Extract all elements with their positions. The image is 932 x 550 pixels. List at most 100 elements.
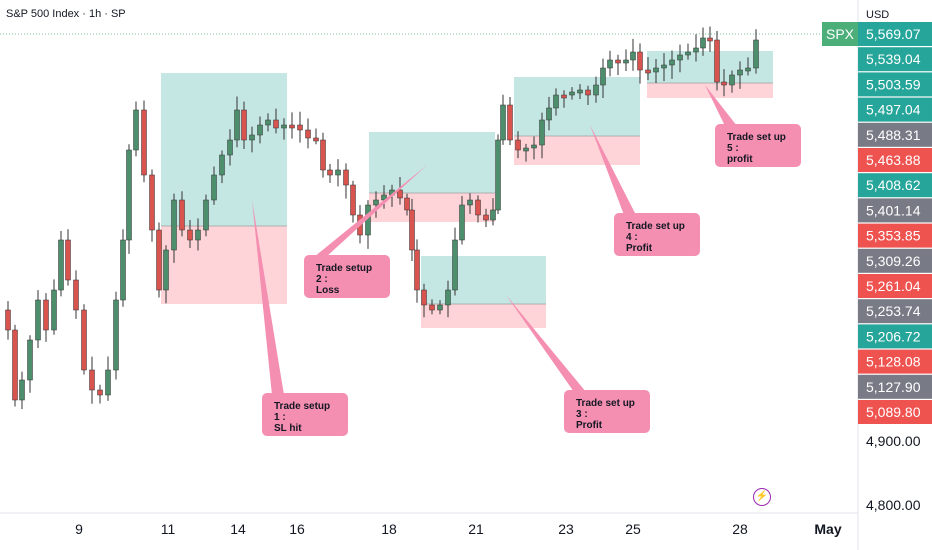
candle-body (753, 39, 759, 69)
candle-body (297, 124, 303, 131)
candle-body (745, 67, 751, 72)
price-label: 5,401.14 (858, 198, 932, 223)
candle-body (163, 249, 169, 291)
candle-body (531, 144, 537, 149)
annotation-line: profit (727, 154, 753, 165)
annotation-line: Trade set up 5 : (727, 132, 786, 154)
profit-zone-3 (421, 256, 546, 304)
candle-body (234, 109, 240, 141)
candle-body (81, 309, 87, 371)
annotation-trade-setup-2[interactable]: Trade setup 2 : Loss (304, 255, 390, 298)
candle-body (343, 169, 349, 186)
candle-body (126, 149, 132, 241)
chart-title: S&P 500 Index · 1h · SP (6, 8, 126, 20)
price-label-text: 5,089.80 (866, 404, 921, 420)
candle-body (5, 309, 11, 331)
candle-body (607, 59, 613, 69)
candle-body (404, 197, 410, 211)
candle-body (475, 199, 481, 216)
candle-body (350, 184, 356, 216)
candle-body (35, 299, 41, 341)
candle-body (120, 239, 126, 301)
candle-body (327, 169, 333, 176)
price-label-bg (858, 400, 932, 424)
price-label: 5,539.04 (858, 47, 932, 72)
candle-body (187, 229, 193, 241)
candle-body (113, 299, 119, 371)
x-tick-label: 14 (230, 521, 246, 537)
profit-zone-5 (647, 51, 773, 83)
candle-body (507, 104, 513, 141)
candle-body (546, 107, 552, 121)
candle-body (653, 67, 659, 73)
annotation-pointer-2 (314, 165, 427, 257)
candle-body (445, 289, 451, 306)
price-label-text: 5,408.62 (866, 177, 921, 193)
candle-body (569, 91, 575, 96)
x-tick-label: May (814, 521, 841, 537)
annotation-trade-setup-3[interactable]: Trade set up 3 : Profit (564, 390, 650, 433)
candle-body (249, 134, 255, 141)
candle-body (593, 84, 599, 96)
price-label-text: 5,309.26 (866, 253, 921, 269)
candle-body (227, 139, 233, 156)
candle-body (257, 124, 263, 136)
candle-body (630, 51, 636, 61)
price-label: 5,503.59 (858, 72, 932, 97)
candle-body (429, 304, 435, 311)
candle-body (373, 199, 379, 206)
price-label-text: 5,353.85 (866, 228, 921, 244)
annotation-line: SL hit (274, 423, 302, 434)
candle-body (141, 109, 147, 176)
annotation-line: Loss (316, 285, 340, 296)
candle-body (737, 69, 743, 76)
candle-body (600, 67, 606, 86)
candle-body (335, 169, 341, 176)
candle-body (133, 109, 139, 151)
annotation-pointer-4 (590, 125, 636, 215)
price-label-text: 5,569.07 (866, 26, 921, 42)
price-label: 5,463.88 (858, 148, 932, 172)
candle-body (661, 64, 667, 69)
x-tick-label: 23 (558, 521, 574, 537)
candle-body (669, 59, 675, 66)
price-label-text: 5,127.90 (866, 379, 921, 395)
candle-body (397, 189, 403, 199)
price-label: 5,127.90 (858, 374, 932, 399)
candle-body (73, 279, 79, 311)
annotation-line: Trade set up 4 : (626, 221, 685, 243)
candle-body (381, 194, 387, 201)
candle-body (539, 119, 545, 146)
price-label: 5,497.04 (858, 97, 932, 122)
candle-body (43, 299, 49, 331)
price-label: 5,353.85 (858, 223, 932, 248)
candle-body (195, 229, 201, 241)
annotation-trade-setup-5[interactable]: Trade set up 5 : profit (715, 124, 801, 167)
x-tick-label: 25 (625, 521, 641, 537)
annotation-line: Trade setup 2 : (316, 263, 373, 285)
price-label-text: 5,253.74 (866, 303, 921, 319)
candle-body (89, 369, 95, 391)
candle-body (105, 369, 111, 396)
candle-body (320, 139, 326, 171)
candle-body (27, 339, 33, 381)
lightning-icon[interactable]: ⚡ (753, 488, 771, 506)
candle-body (265, 119, 271, 126)
price-label-bg (858, 374, 932, 399)
annotation-trade-setup-4[interactable]: Trade set up 4 : Profit (614, 213, 700, 256)
candle-body (203, 199, 209, 231)
annotation-line: Profit (626, 243, 653, 254)
annotation-trade-setup-1[interactable]: Trade setup 1 : SL hit (262, 393, 348, 436)
candle-body (219, 154, 225, 176)
annotation-line: Profit (576, 420, 603, 431)
currency-label[interactable]: USD (866, 9, 890, 21)
loss-zone-5 (647, 83, 773, 98)
candle-body (179, 199, 185, 231)
price-label: 5,128.08 (858, 349, 932, 374)
candle-body (561, 94, 567, 99)
candle-body (721, 81, 727, 86)
price-label-text: 5,261.04 (866, 278, 921, 294)
candle-body (585, 89, 591, 96)
price-label-text: 5,539.04 (866, 51, 921, 67)
